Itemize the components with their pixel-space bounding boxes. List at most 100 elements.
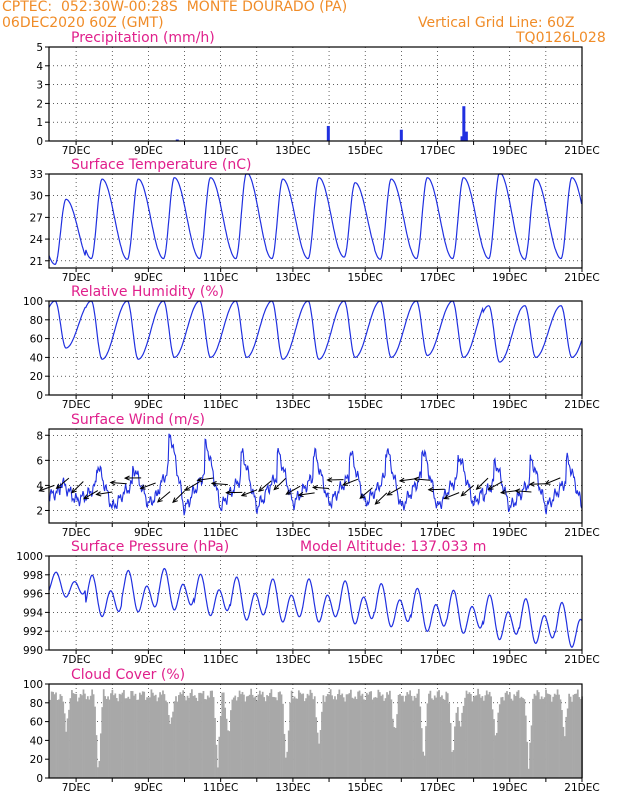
cloud-cover-bar [201,693,203,778]
cloud-cover-bar [73,693,76,778]
cloud-cover-bar [279,691,281,778]
wind-arrow-head [184,485,191,491]
wind-arrow-head [499,489,506,495]
cloud-cover-bar [282,703,284,778]
cloud-cover-bar [562,726,565,778]
cloud-cover-bar [445,691,448,778]
cloud-cover-bar [65,731,68,778]
wind-arrow-head [172,497,178,504]
cloud-cover-bar [321,711,323,778]
wind-arrow-head [123,475,130,481]
cloud-cover-bar [241,691,244,778]
wind-arrow-head [427,486,434,493]
cloud-cover-bar [563,736,566,778]
x-tick-label: 19DEC [492,527,527,539]
cloud-cover-bar [247,695,250,778]
cloud-cover-bar [426,703,429,778]
cloud-cover-bar [423,755,426,778]
cloud-cover-bar [137,699,140,778]
cloud-cover-bar [506,691,508,778]
wind-arrow-head [210,481,217,487]
cloud-cover-bar [75,693,78,778]
cloud-cover-bar [341,693,344,778]
cloud-cover-bar [410,695,413,778]
cloud-cover-bar [295,698,297,778]
cloud-cover-bar [86,696,89,778]
cloud-cover-bar [454,726,456,778]
cloud-cover-bar [316,732,319,778]
cloud-cover-bar [575,693,578,778]
cloud-cover-bar [475,695,478,778]
cloud-cover-bar [178,695,180,778]
cloud-cover-bar [124,698,127,778]
cloud-cover-bar [244,701,247,778]
precip-bar [460,136,464,141]
x-tick-label: 11DEC [203,272,238,284]
cloud-cover-bar [257,694,260,778]
cloud-cover-bar [277,692,280,778]
cloud-cover-bar [166,702,169,778]
y-tick-label: 80 [30,698,43,710]
cloud-cover-bar [131,691,134,778]
cloud-cover-bar [258,690,261,778]
cloud-cover-bar [415,697,417,778]
cloud-cover-bar [360,695,362,778]
cloud-cover-bar [337,694,339,778]
cloud-cover-bar [507,694,510,778]
wind-arrow-head [413,476,420,482]
cloud-cover-bar [222,692,225,778]
cloud-cover-bar [271,696,274,778]
wind-arrow-head [55,483,62,490]
wind-arrow-head [359,493,366,499]
wind-arrow-head [71,487,77,494]
x-tick-label: 11DEC [203,145,238,157]
cloud-cover-bar [323,701,326,778]
cloud-cover-bar [396,714,399,778]
precip-bar [399,129,403,141]
cloud-cover-bar [134,693,137,778]
wind-arrow-head [95,491,102,497]
cloud-cover-bar [284,757,287,778]
y-tick-label: 60 [30,717,43,729]
cloud-cover-bar [189,692,192,778]
cloud-cover-bar [58,699,60,778]
cloud-cover-bar [76,701,79,778]
wind-arrow [515,490,532,493]
wind-arrow [414,478,431,481]
cloud-cover-area [49,688,584,778]
cloud-cover-bar [254,696,257,778]
wind-arrow-head [258,486,264,492]
cloud-cover-bar [167,715,170,778]
y-tick-label: 1 [36,117,43,129]
cloud-cover-bar [312,699,315,778]
cloud-cover-bar [231,699,234,778]
cloud-cover-bar [566,708,569,778]
cloud-cover-bar [289,702,292,778]
cloud-cover-bar [234,695,237,778]
cloud-cover-bar [127,696,130,778]
cloud-cover-bar [448,703,451,778]
y-tick-label: 27 [30,212,43,224]
x-tick-label: 13DEC [275,399,310,411]
x-tick-label: 15DEC [347,399,382,411]
wind-arrow [298,492,315,496]
pressure-line [48,567,583,648]
cloud-cover-bar [182,690,185,778]
cloud-cover-bar [481,696,484,778]
cloud-cover-bar [402,695,404,778]
cloud-cover-bar [305,698,307,778]
x-tick-label: 11DEC [203,527,238,539]
cloud-cover-bar [328,694,331,778]
cloud-cover-bar [82,689,85,778]
cloud-cover-bar [245,696,248,778]
x-tick-label: 7DEC [62,782,91,794]
y-tick-label: 0 [36,136,43,148]
cloud-cover-bar [198,692,200,778]
wind-arrow [140,482,156,490]
wind-arrow-head [487,484,494,490]
cloud-cover-bar [322,695,325,778]
wind-arrow [184,481,200,491]
cloud-cover-bar [326,693,329,778]
x-tick-label: 19DEC [492,272,527,284]
cloud-cover-bar [546,693,549,778]
